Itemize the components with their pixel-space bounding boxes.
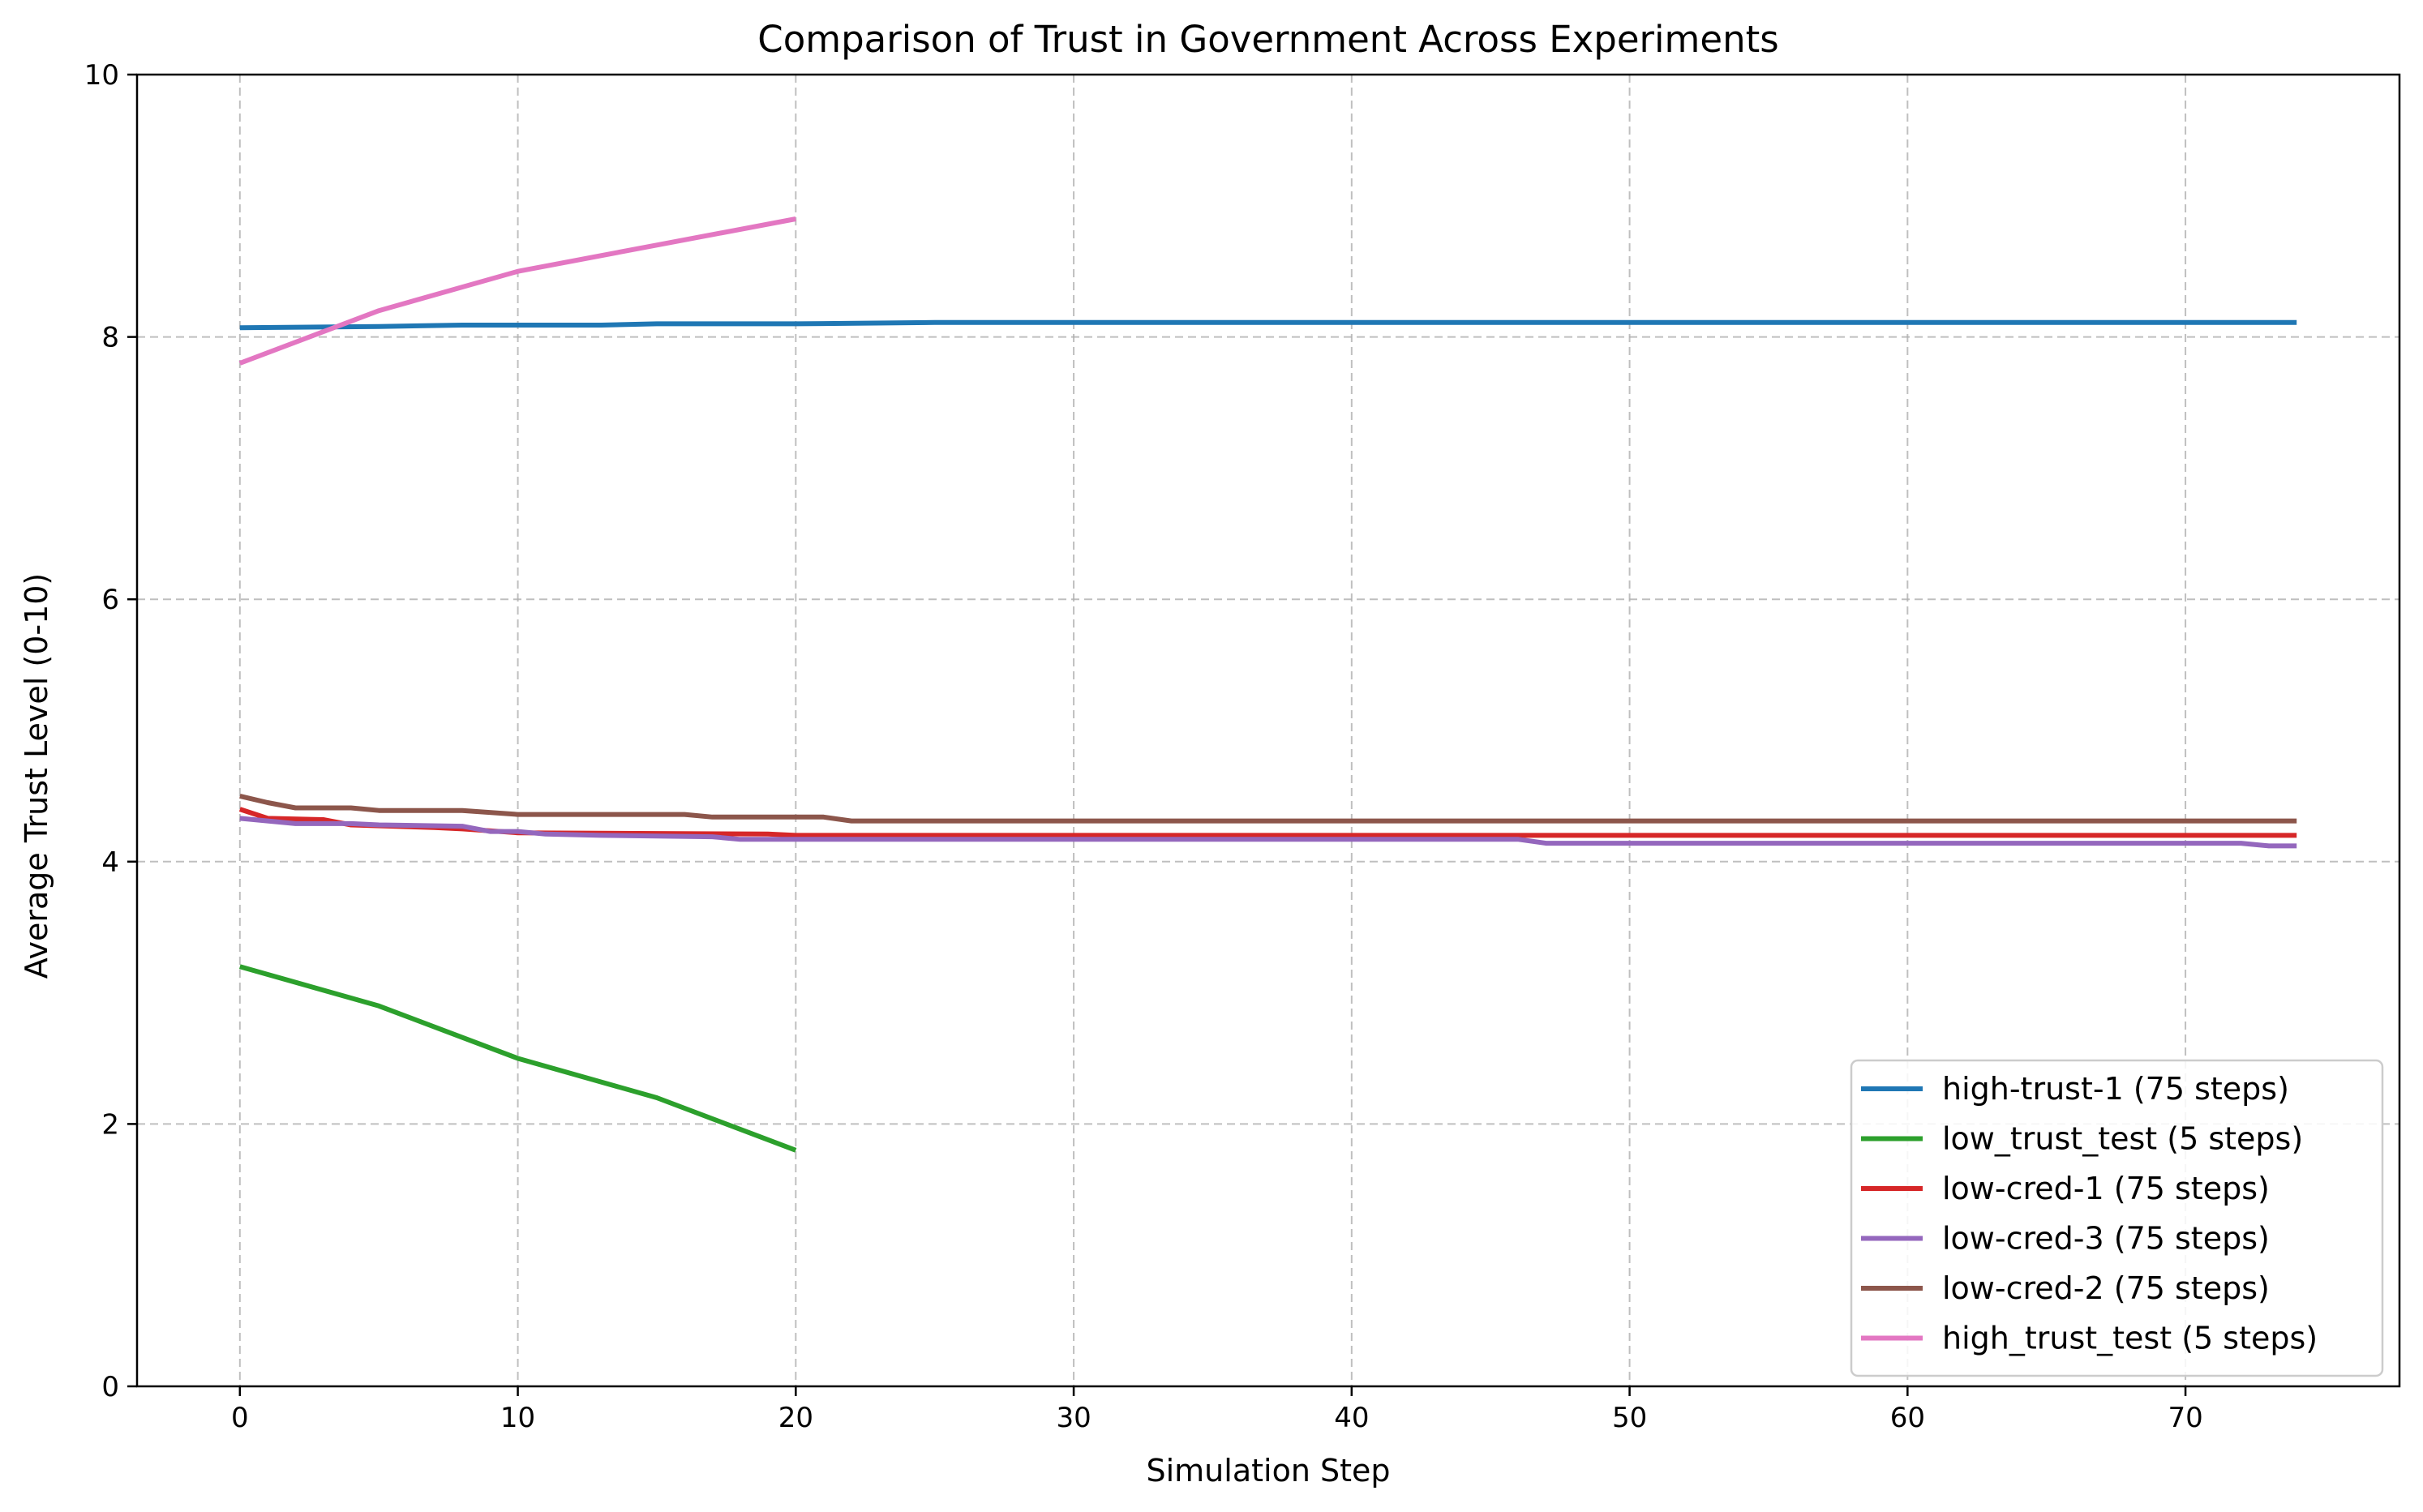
axis-ticks: 0 10 20 30 40 50 60 70 0 2 4 6 8 10 [84,59,2203,1434]
y-tick-label: 8 [101,322,119,354]
series-line-1 [238,964,797,1153]
y-tick-label: 2 [101,1108,119,1141]
y-tick-label: 6 [101,584,119,616]
x-tick-label: 60 [1890,1402,1925,1434]
series-lines [238,216,2297,1153]
series-line-5 [238,216,796,366]
series-line-3 [239,816,2297,849]
legend-label: high_trust_test (5 steps) [1942,1321,2318,1356]
legend-label: high-trust-1 (75 steps) [1942,1071,2289,1107]
chart-title: Comparison of Trust in Government Across… [757,18,1778,61]
x-tick-label: 70 [2168,1402,2202,1434]
x-tick-label: 30 [1056,1402,1091,1434]
legend-label: low-cred-1 (75 steps) [1942,1171,2270,1206]
legend-label: low_trust_test (5 steps) [1942,1121,2303,1157]
plot-frame [135,73,2401,1388]
legend-box [1850,1059,2384,1377]
y-tick-label: 10 [84,59,119,92]
x-tick-label: 20 [778,1402,813,1434]
y-axis-label: Average Trust Level (0-10) [19,573,54,979]
x-tick-label: 0 [231,1402,249,1434]
x-axis-label: Simulation Step [1146,1453,1390,1488]
series-line-4 [239,793,2297,824]
legend: high-trust-1 (75 steps) low_trust_test (5… [1850,1059,2384,1377]
legend-label: low-cred-2 (75 steps) [1942,1270,2270,1306]
x-tick-label: 40 [1334,1402,1369,1434]
legend-label: low-cred-3 (75 steps) [1942,1221,2270,1257]
y-tick-label: 4 [101,846,119,879]
x-tick-label: 10 [500,1402,535,1434]
y-tick-label: 0 [101,1371,119,1403]
x-tick-label: 50 [1612,1402,1647,1434]
series-line-0 [239,319,2297,331]
